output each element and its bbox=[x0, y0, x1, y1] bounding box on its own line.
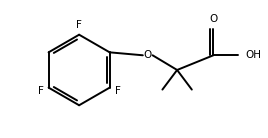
Text: OH: OH bbox=[246, 50, 262, 60]
Text: O: O bbox=[209, 14, 218, 24]
Text: F: F bbox=[115, 86, 120, 95]
Text: F: F bbox=[76, 20, 82, 30]
Text: O: O bbox=[144, 50, 152, 60]
Text: F: F bbox=[38, 86, 44, 95]
